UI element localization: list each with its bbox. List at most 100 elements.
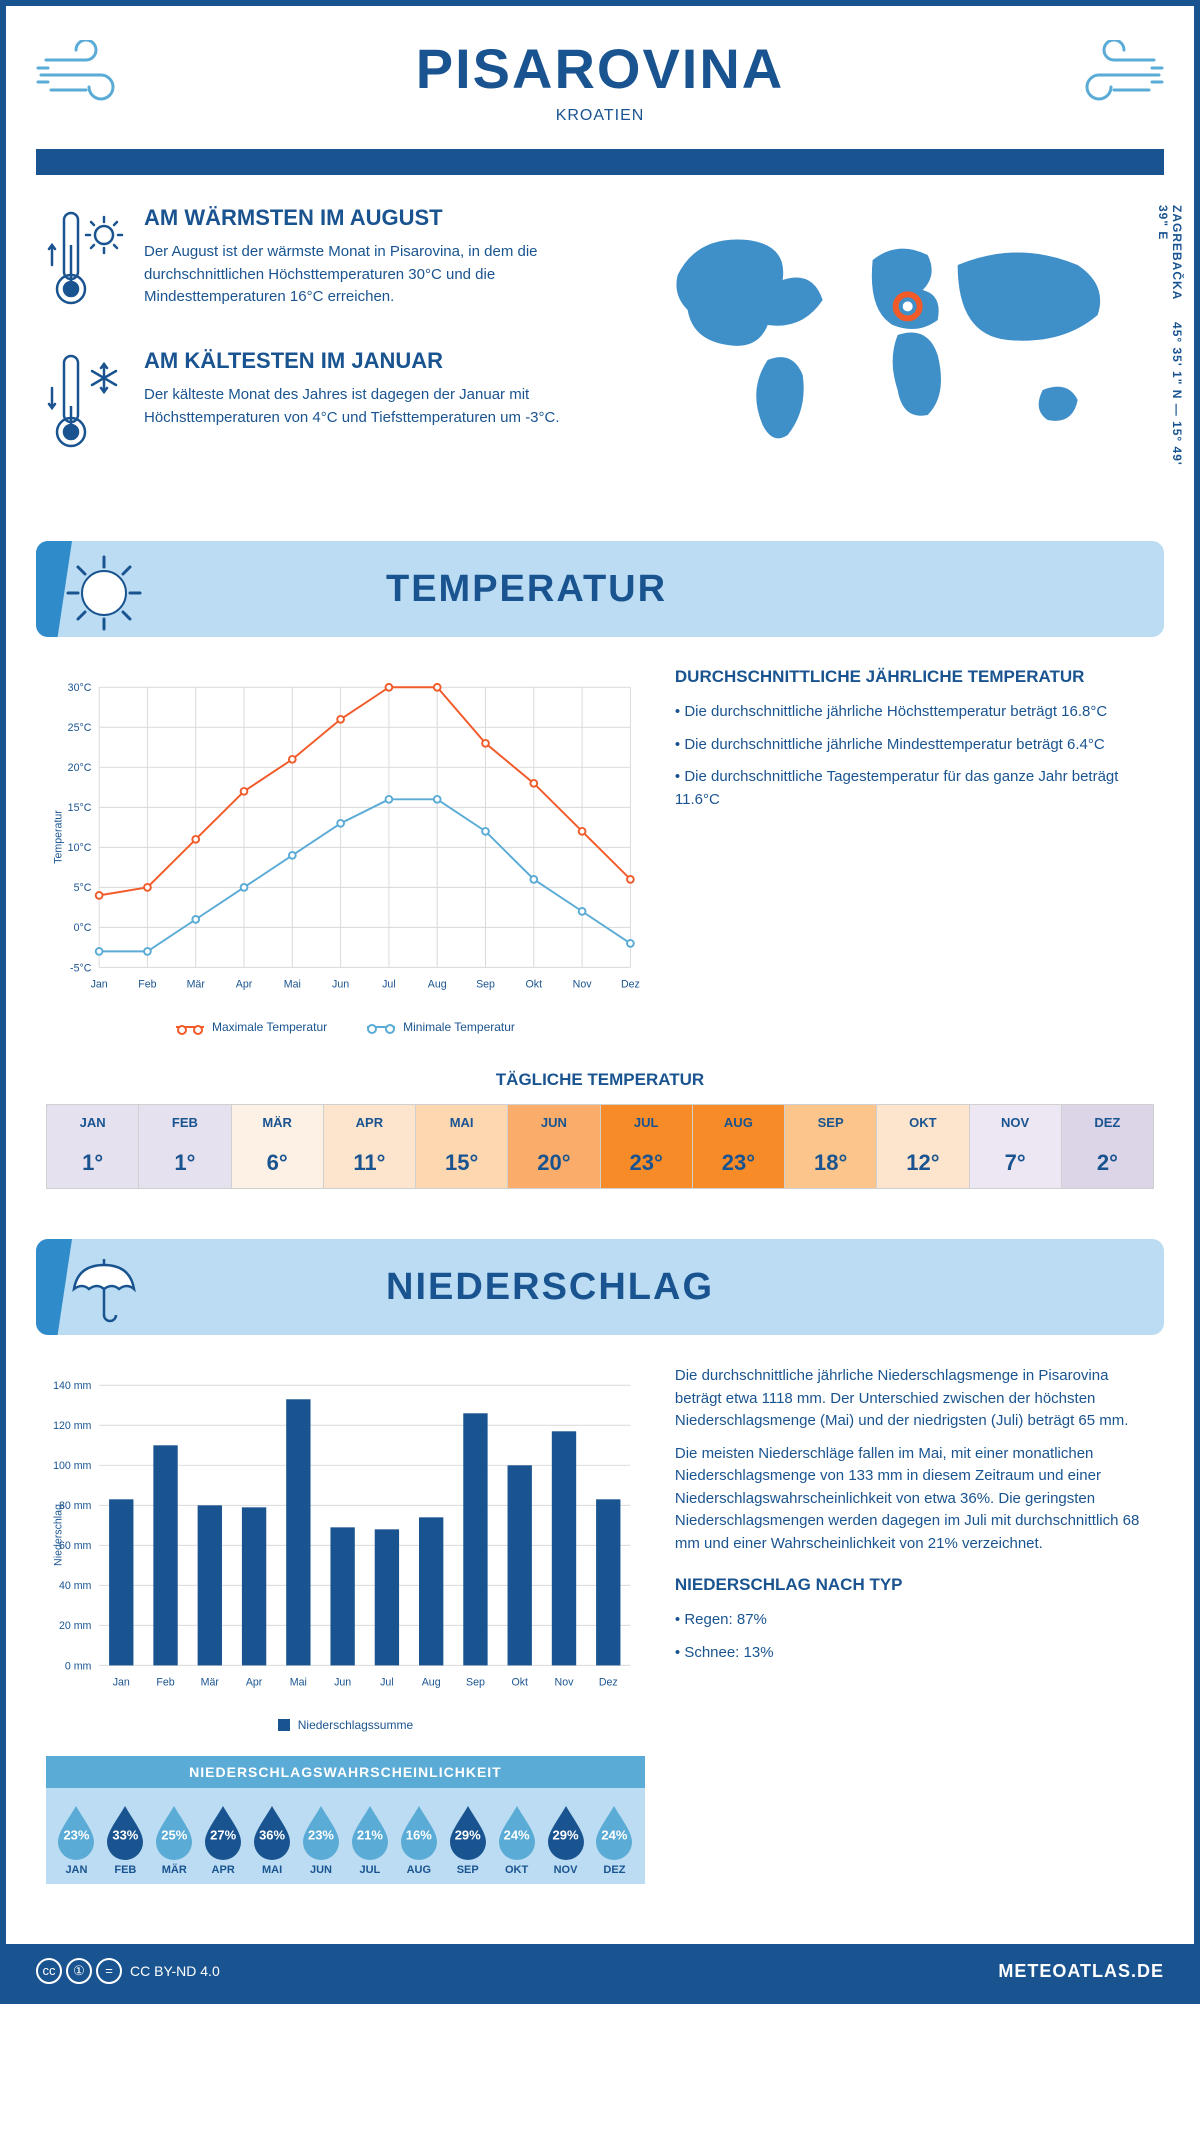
umbrella-icon <box>64 1251 144 1336</box>
license-label: CC BY-ND 4.0 <box>130 1963 220 1979</box>
coldest-block: AM KÄLTESTEN IM JANUAR Der kälteste Mona… <box>46 348 611 463</box>
svg-text:Aug: Aug <box>422 1677 441 1689</box>
svg-text:5°C: 5°C <box>74 882 92 894</box>
thermometer-sun-icon <box>46 205 126 320</box>
svg-text:100 mm: 100 mm <box>53 1460 91 1472</box>
sun-icon <box>64 553 144 638</box>
svg-text:Feb: Feb <box>156 1677 174 1689</box>
drop-cell: 25% MÄR <box>150 1804 199 1876</box>
daily-temp-strip: JAN1°FEB1°MÄR6°APR11°MAI15°JUN20°JUL23°A… <box>46 1104 1154 1189</box>
svg-text:Apr: Apr <box>246 1677 263 1689</box>
svg-text:40 mm: 40 mm <box>59 1580 92 1592</box>
svg-text:Mai: Mai <box>284 979 301 991</box>
divider <box>36 149 1164 175</box>
daily-temp-heading: TÄGLICHE TEMPERATUR <box>6 1070 1194 1090</box>
svg-text:-5°C: -5°C <box>70 962 92 974</box>
warmest-block: AM WÄRMSTEN IM AUGUST Der August ist der… <box>46 205 611 320</box>
drop-cell: 29% NOV <box>541 1804 590 1876</box>
svg-text:Mai: Mai <box>290 1677 307 1689</box>
svg-text:30°C: 30°C <box>68 682 92 694</box>
drop-cell: 21% JUL <box>345 1804 394 1876</box>
svg-text:Feb: Feb <box>138 979 156 991</box>
stat-bullet: Die durchschnittliche jährliche Höchstte… <box>675 701 1154 724</box>
svg-text:120 mm: 120 mm <box>53 1420 91 1432</box>
svg-text:Jan: Jan <box>113 1677 130 1689</box>
svg-text:Mär: Mär <box>201 1677 220 1689</box>
cc-icons: cc①= <box>36 1958 122 1984</box>
svg-text:Nov: Nov <box>555 1677 575 1689</box>
svg-text:140 mm: 140 mm <box>53 1380 91 1392</box>
region-label: ZAGREBAČKA <box>1170 205 1184 300</box>
temperature-banner: TEMPERATUR <box>36 541 1164 637</box>
svg-text:Aug: Aug <box>428 979 447 991</box>
temp-cell: SEP18° <box>785 1105 877 1188</box>
svg-text:Sep: Sep <box>476 979 495 991</box>
svg-text:Mär: Mär <box>187 979 206 991</box>
drop-cell: 23% JUN <box>297 1804 346 1876</box>
brand-label: METEOATLAS.DE <box>998 1961 1164 1982</box>
drop-cell: 36% MAI <box>248 1804 297 1876</box>
precip-text: Die durchschnittliche jährliche Niedersc… <box>675 1365 1154 1884</box>
svg-text:Jun: Jun <box>332 979 349 991</box>
temp-cell: JUL23° <box>601 1105 693 1188</box>
svg-text:Niederschlag: Niederschlag <box>52 1504 64 1566</box>
svg-text:Jul: Jul <box>380 1677 394 1689</box>
svg-text:Dez: Dez <box>621 979 640 991</box>
svg-text:Temperatur: Temperatur <box>52 810 64 864</box>
svg-text:Jan: Jan <box>91 979 108 991</box>
svg-text:Jun: Jun <box>334 1677 351 1689</box>
coldest-heading: AM KÄLTESTEN IM JANUAR <box>144 348 611 374</box>
svg-text:20°C: 20°C <box>68 762 92 774</box>
footer: cc①= CC BY-ND 4.0 METEOATLAS.DE <box>6 1944 1194 1998</box>
drop-cell: 23% JAN <box>52 1804 101 1876</box>
temperature-legend: Maximale Temperatur Minimale Temperatur <box>46 1020 645 1034</box>
svg-text:Sep: Sep <box>466 1677 485 1689</box>
svg-text:0 mm: 0 mm <box>65 1660 92 1672</box>
temp-cell: JAN1° <box>47 1105 139 1188</box>
drop-cell: 27% APR <box>199 1804 248 1876</box>
temperature-stats: DURCHSCHNITTLICHE JÄHRLICHE TEMPERATUR D… <box>675 667 1154 1034</box>
warmest-text: Der August ist der wärmste Monat in Pisa… <box>144 241 611 309</box>
precip-legend: Niederschlagssumme <box>46 1718 645 1732</box>
svg-text:15°C: 15°C <box>68 802 92 814</box>
svg-text:Dez: Dez <box>599 1677 618 1689</box>
type-bullet: Regen: 87% <box>675 1609 1154 1632</box>
temp-cell: OKT12° <box>877 1105 969 1188</box>
wind-icon <box>36 40 146 115</box>
page-subtitle: KROATIEN <box>26 107 1174 125</box>
stat-bullet: Die durchschnittliche Tagestemperatur fü… <box>675 766 1154 811</box>
stat-bullet: Die durchschnittliche jährliche Mindestt… <box>675 734 1154 757</box>
svg-text:Apr: Apr <box>236 979 253 991</box>
temp-cell: MAI15° <box>416 1105 508 1188</box>
svg-text:Okt: Okt <box>526 979 543 991</box>
temp-cell: JUN20° <box>508 1105 600 1188</box>
svg-text:20 mm: 20 mm <box>59 1620 92 1632</box>
precip-banner: NIEDERSCHLAG <box>36 1239 1164 1335</box>
svg-text:Nov: Nov <box>573 979 593 991</box>
drop-cell: 24% OKT <box>492 1804 541 1876</box>
warmest-heading: AM WÄRMSTEN IM AUGUST <box>144 205 611 231</box>
svg-text:0°C: 0°C <box>74 922 92 934</box>
precip-title: NIEDERSCHLAG <box>386 1266 714 1309</box>
temperature-chart: -5°C 0°C 5°C 10°C 15°C 20°C 25°C 30°C Jan Feb Mär A… <box>46 667 645 1007</box>
thermometer-snow-icon <box>46 348 126 463</box>
temp-cell: AUG23° <box>693 1105 785 1188</box>
temp-cell: APR11° <box>324 1105 416 1188</box>
temp-cell: DEZ2° <box>1062 1105 1153 1188</box>
drop-cell: 33% FEB <box>101 1804 150 1876</box>
wind-icon <box>1054 40 1164 115</box>
temp-cell: FEB1° <box>139 1105 231 1188</box>
type-bullet: Schnee: 13% <box>675 1642 1154 1665</box>
svg-text:25°C: 25°C <box>68 722 92 734</box>
svg-text:10°C: 10°C <box>68 842 92 854</box>
header: PISAROVINA KROATIEN <box>6 6 1194 149</box>
world-map: ZAGREBAČKA 45° 35' 1" N — 15° 49' 39" E <box>641 205 1154 470</box>
coldest-text: Der kälteste Monat des Jahres ist dagege… <box>144 384 611 429</box>
page-title: PISAROVINA <box>26 36 1174 101</box>
svg-text:Okt: Okt <box>511 1677 528 1689</box>
temp-cell: NOV7° <box>970 1105 1062 1188</box>
temp-cell: MÄR6° <box>232 1105 324 1188</box>
drop-cell: 16% AUG <box>394 1804 443 1876</box>
temperature-title: TEMPERATUR <box>386 568 667 611</box>
drop-cell: 24% DEZ <box>590 1804 639 1876</box>
